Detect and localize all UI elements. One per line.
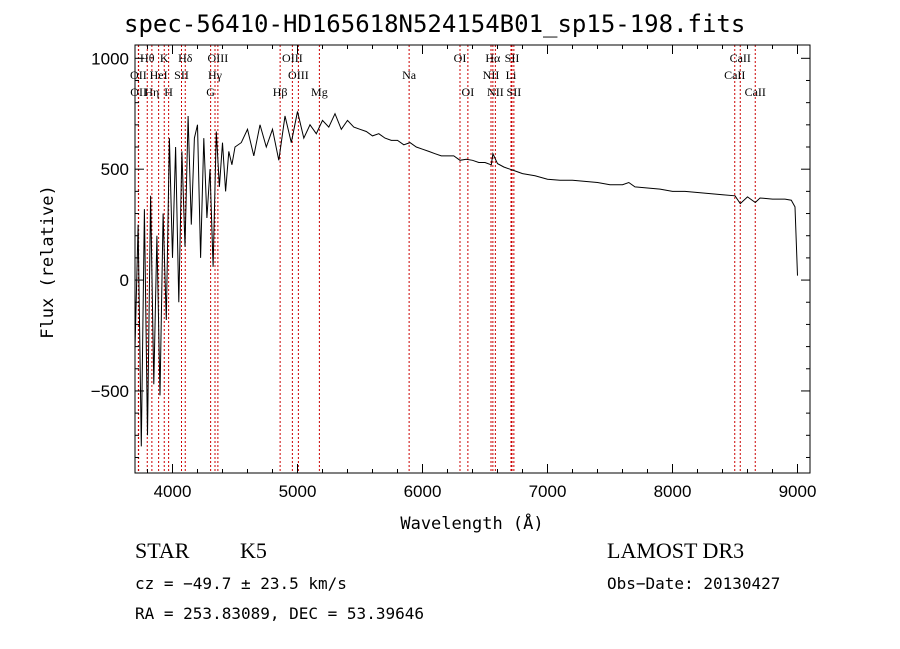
axis-tick-labels: 4000 5000 6000 7000 8000 9000 −500 0 500 1000 <box>91 49 817 501</box>
x-tick-label: 5000 <box>279 482 317 501</box>
y-tick-label: 0 <box>120 271 129 290</box>
line-marker-label: CaII <box>730 51 751 65</box>
coordinates-text: RA = 253.83089, DEC = 53.39646 <box>135 604 424 623</box>
line-marker-label: OI <box>454 51 467 65</box>
axis-ticks <box>135 45 810 473</box>
line-marker-label: K <box>160 51 169 65</box>
y-tick-label: 1000 <box>91 49 129 68</box>
line-marker-label: H <box>164 85 173 99</box>
spectrum-line <box>134 111 798 447</box>
line-marker-label: HeI <box>150 68 168 82</box>
line-marker-label: OIII <box>288 68 309 82</box>
line-marker-label: SII <box>507 85 522 99</box>
survey-name: LAMOST DR3 <box>607 538 745 563</box>
plot-frame <box>134 44 811 474</box>
line-marker-label: CaII <box>724 68 745 82</box>
line-marker-label: Hα <box>485 51 501 65</box>
x-tick-label: 6000 <box>404 482 442 501</box>
line-marker-label: Hδ <box>178 51 193 65</box>
x-tick-label: 7000 <box>529 482 567 501</box>
y-axis-label: Flux (relative) <box>38 185 58 339</box>
line-marker-label: Hη <box>144 85 159 99</box>
line-marker-label: Hγ <box>208 68 223 82</box>
redshift-text: cz = −49.7 ± 23.5 km/s <box>135 574 347 593</box>
chart-title: spec-56410-HD165618N524154B01_sp15-198.f… <box>124 10 746 38</box>
line-marker-label: Li <box>506 68 517 82</box>
y-tick-label: −500 <box>91 382 129 401</box>
y-tick-label: 500 <box>101 160 129 179</box>
object-subclass: K5 <box>240 538 267 563</box>
line-marker-label: Hβ <box>273 85 288 99</box>
line-marker-label: NII <box>487 85 504 99</box>
line-marker-label: OII <box>130 85 147 99</box>
line-marker-label: Mg <box>311 85 328 99</box>
x-tick-label: 8000 <box>654 482 692 501</box>
line-marker-label: NII <box>483 68 500 82</box>
x-tick-label: 9000 <box>779 482 817 501</box>
obs-date-text: Obs−Date: 20130427 <box>607 574 781 593</box>
line-marker-label: OI <box>462 85 475 99</box>
line-marker-label: OIII <box>208 51 229 65</box>
line-marker-label: G <box>206 85 215 99</box>
line-marker-label: SII <box>505 51 520 65</box>
line-marker-label: OII <box>130 68 147 82</box>
line-marker-label: Na <box>402 68 417 82</box>
line-marker-label: SII <box>174 68 189 82</box>
line-marker-label: Hθ <box>140 51 155 65</box>
object-class: STAR <box>135 538 190 563</box>
line-marker-label: CaII <box>745 85 766 99</box>
x-tick-label: 4000 <box>154 482 192 501</box>
x-axis-label: Wavelength (Å) <box>400 512 543 534</box>
line-marker-label: OIII <box>282 51 303 65</box>
emission-line-markers <box>137 45 756 473</box>
